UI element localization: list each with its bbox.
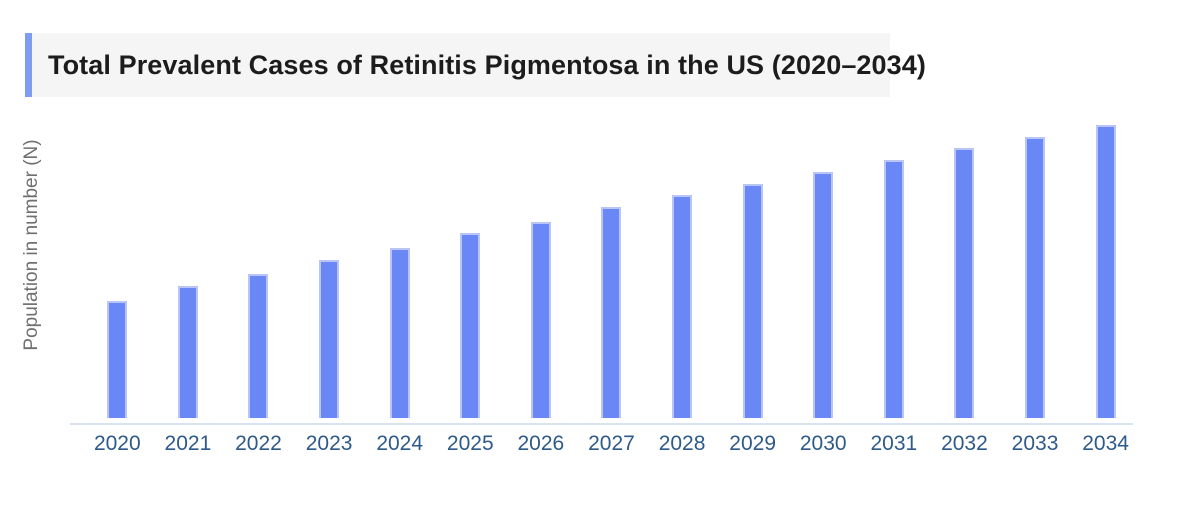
x-tick-label-2032: 2032 <box>941 432 988 455</box>
bar-2021 <box>177 286 198 418</box>
bar-slot-2024 <box>364 125 435 418</box>
bar-slot-2028 <box>647 125 718 418</box>
bar-slot-2025 <box>435 125 506 418</box>
bar-2032 <box>954 148 975 418</box>
bar-2025 <box>460 233 481 418</box>
x-tick-label-2021: 2021 <box>164 432 212 455</box>
x-tick-label-2030: 2030 <box>799 432 847 455</box>
bar-slot-2032 <box>929 125 1000 418</box>
x-tick-label-2026: 2026 <box>517 432 565 455</box>
x-tick-label-2023: 2023 <box>305 432 353 455</box>
x-tick-label-2031: 2031 <box>870 432 918 455</box>
bar-slot-2030 <box>788 125 859 418</box>
bar-2027 <box>601 207 622 418</box>
bar-2022 <box>248 274 269 418</box>
bar-2033 <box>1025 137 1046 418</box>
bar-slot-2022 <box>223 125 294 418</box>
bar-2024 <box>389 248 410 418</box>
chart-title: Total Prevalent Cases of Retinitis Pigme… <box>48 49 926 80</box>
bar-2031 <box>883 160 904 418</box>
plot-area <box>82 125 1141 418</box>
bar-2034 <box>1095 125 1116 418</box>
x-tick-label-2027: 2027 <box>588 432 635 455</box>
bar-slot-2023 <box>294 125 365 418</box>
bar-slot-2027 <box>576 125 647 418</box>
x-tick-label-2025: 2025 <box>446 432 494 455</box>
bar-2028 <box>672 195 693 418</box>
bar-slot-2020 <box>82 125 153 418</box>
bar-2030 <box>813 172 834 418</box>
x-tick-label-2034: 2034 <box>1082 432 1129 455</box>
x-tick-label-2024: 2024 <box>376 432 424 455</box>
bar-slot-2034 <box>1070 125 1141 418</box>
x-tick-label-2020: 2020 <box>93 432 141 455</box>
bar-slot-2031 <box>859 125 930 418</box>
x-tick-label-2022: 2022 <box>235 432 282 455</box>
x-axis-tick-labels: 2020 2021 2022 2023 2024 2025 2026 2027 2028 2029… <box>82 432 1141 456</box>
y-axis-label: Population in number (N) <box>21 139 42 351</box>
x-tick-label-2029: 2029 <box>729 432 776 455</box>
bar-2023 <box>319 260 340 418</box>
bar-2029 <box>742 184 763 418</box>
bar-2026 <box>530 222 551 418</box>
bar-slot-2029 <box>717 125 788 418</box>
bar-slot-2021 <box>153 125 224 418</box>
bar-slot-2026 <box>506 125 577 418</box>
x-tick-label-2028: 2028 <box>658 432 706 455</box>
bar-2020 <box>107 301 128 418</box>
x-tick-label-2033: 2033 <box>1011 432 1059 455</box>
bar-slot-2033 <box>1000 125 1071 418</box>
x-axis-line <box>70 423 1133 425</box>
chart-title-block: Total Prevalent Cases of Retinitis Pigme… <box>25 33 926 97</box>
